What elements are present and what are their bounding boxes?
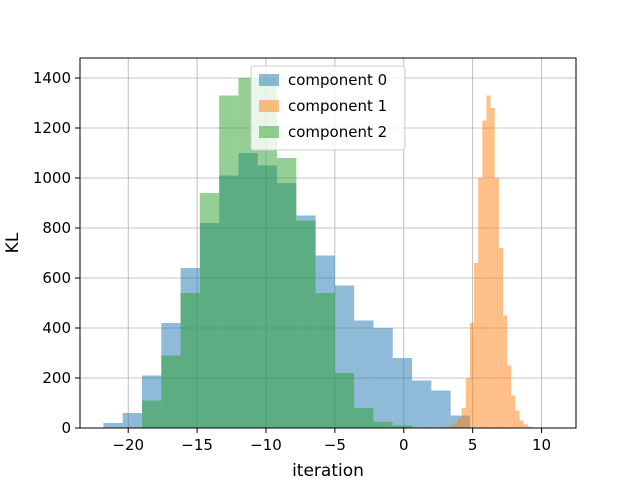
histogram-bar (257, 78, 278, 428)
histogram-bar (373, 328, 393, 428)
legend-swatch-component-2 (259, 126, 279, 138)
y-tick-label: 0 (61, 419, 71, 437)
histogram-bar (507, 365, 512, 428)
legend: component 0 component 1 component 2 (250, 65, 406, 151)
histogram-bar (315, 293, 335, 428)
legend-label-component-1: component 1 (288, 97, 387, 115)
histogram-bar (142, 400, 162, 428)
histogram-bar (431, 390, 451, 428)
histogram-bar (122, 413, 142, 428)
histogram-bar (486, 95, 491, 428)
bars (103, 78, 532, 428)
x-tick-label: 5 (468, 436, 478, 454)
histogram-bar (498, 248, 503, 428)
x-tick-label: −20 (112, 436, 144, 454)
y-ticks: 0 200 400 600 800 1000 1200 1400 (33, 69, 80, 437)
series-component-2 (142, 78, 413, 428)
histogram-bar (527, 426, 532, 428)
histogram-bar (161, 355, 181, 428)
y-tick-label: 800 (42, 219, 71, 237)
histogram-bar (515, 410, 520, 428)
histogram-bar (490, 108, 495, 428)
legend-label-component-2: component 2 (288, 123, 387, 141)
x-tick-label: −5 (324, 436, 346, 454)
histogram-bar (523, 424, 528, 428)
histogram-bar (465, 378, 470, 428)
x-tick-label: 10 (532, 436, 551, 454)
histogram-bar (277, 158, 297, 428)
histogram-bar (412, 380, 432, 428)
histogram-bar (502, 315, 508, 428)
histogram-bar (449, 425, 454, 428)
histogram-bar (469, 323, 475, 428)
legend-frame (250, 65, 406, 151)
histogram-bar (494, 178, 499, 428)
histogram-bar (373, 421, 393, 428)
histogram-bar (392, 358, 413, 428)
histogram-bar (453, 423, 458, 428)
plot-frame (79, 57, 577, 429)
y-tick-label: 200 (42, 369, 71, 387)
histogram-bar (478, 178, 483, 428)
histogram-bar (354, 320, 374, 428)
series-component-1 (445, 95, 532, 428)
y-axis-title: KL (3, 232, 23, 253)
histogram-bar (199, 193, 220, 428)
histogram-bar (334, 373, 355, 428)
y-tick-label: 400 (42, 319, 71, 337)
histogram-bar (296, 220, 316, 428)
x-tick-label: 0 (399, 436, 409, 454)
histogram-bar (238, 78, 258, 428)
histogram-bar (445, 426, 450, 428)
histogram-bar (354, 408, 374, 428)
histogram-bar (461, 408, 466, 428)
legend-label-component-0: component 0 (288, 71, 387, 89)
y-tick-label: 600 (42, 269, 71, 287)
x-axis-title: iteration (292, 461, 364, 480)
y-tick-label: 1000 (33, 169, 71, 187)
histogram-bar (519, 420, 524, 428)
legend-swatch-component-0 (259, 74, 279, 86)
y-tick-label: 1400 (33, 69, 71, 87)
y-tick-label: 1200 (33, 119, 71, 137)
histogram-bar (180, 293, 200, 428)
histogram-bar (511, 395, 516, 428)
histogram-bar (103, 423, 123, 428)
x-tick-label: −15 (181, 436, 213, 454)
legend-swatch-component-1 (259, 100, 279, 112)
histogram-bar (482, 120, 487, 428)
x-ticks: −20 −15 −10 −5 0 5 10 (112, 428, 551, 454)
x-tick-label: −10 (250, 436, 282, 454)
histogram-bar (219, 95, 239, 428)
histogram-bar (474, 263, 479, 428)
histogram-bar (392, 425, 413, 428)
histogram-bar (457, 418, 462, 428)
